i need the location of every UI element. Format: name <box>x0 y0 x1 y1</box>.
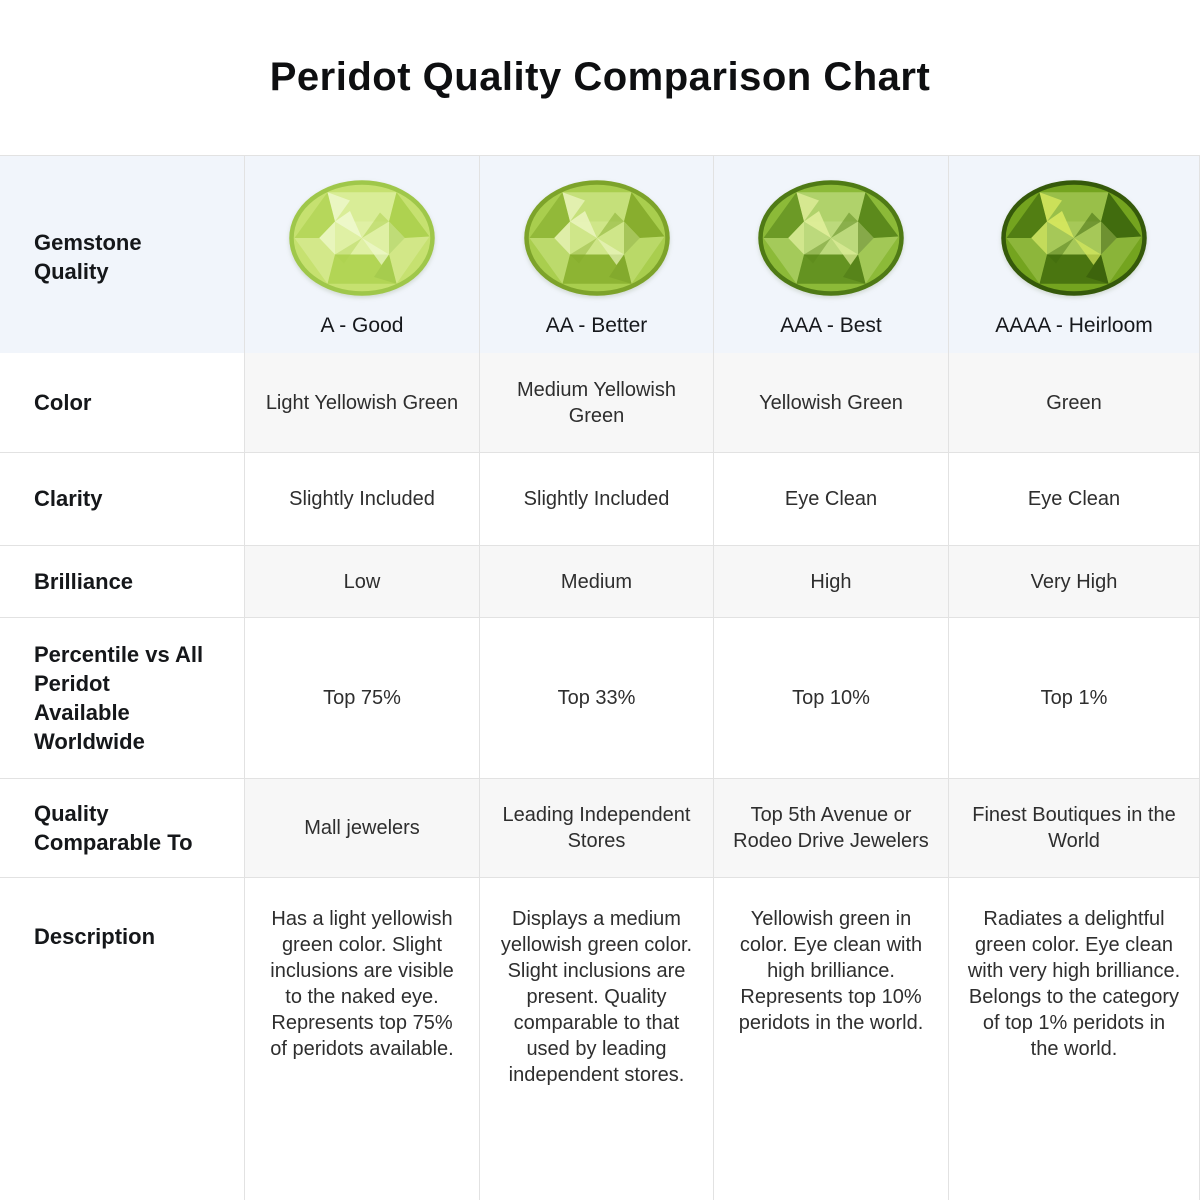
row-label-clarity: Clarity <box>0 453 245 545</box>
cell-description-aaa: Yellowish green in color. Eye clean with… <box>714 878 949 1200</box>
cell-quality-a: Mall jewelers <box>245 779 480 877</box>
grade-label: AA - Better <box>545 314 648 337</box>
grade-column-aa-better: AA - Better <box>480 156 714 358</box>
gem-image-aa-better <box>522 178 672 298</box>
cell-percentile-aaaa: Top 1% <box>949 618 1200 778</box>
grade-label: A - Good <box>320 314 404 337</box>
cell-quality-aaaa: Finest Boutiques in the World <box>949 779 1200 877</box>
grade-column-aaa-best: AAA - Best <box>714 156 949 358</box>
cell-clarity-aa: Slightly Included <box>480 453 714 545</box>
row-description: Description Has a light yellowish green … <box>0 878 1200 1200</box>
cell-description-a: Has a light yellowish green color. Sligh… <box>245 878 480 1200</box>
cell-quality-aa: Leading Independent Stores <box>480 779 714 877</box>
row-color: Color Light Yellowish Green Medium Yello… <box>0 353 1200 453</box>
row-clarity: Clarity Slightly Included Slightly Inclu… <box>0 453 1200 546</box>
cell-percentile-a: Top 75% <box>245 618 480 778</box>
cell-color-aa: Medium Yellowish Green <box>480 353 714 452</box>
cell-brilliance-aaa: High <box>714 546 949 617</box>
cell-brilliance-a: Low <box>245 546 480 617</box>
page-title: Peridot Quality Comparison Chart <box>269 55 931 99</box>
gem-image-aaa-best <box>756 178 906 298</box>
cell-clarity-aaaa: Eye Clean <box>949 453 1200 545</box>
cell-percentile-aaa: Top 10% <box>714 618 949 778</box>
grade-column-a-good: A - Good <box>245 156 480 358</box>
title-bar: Peridot Quality Comparison Chart <box>0 0 1200 155</box>
row-label-quality-comparable: Quality Comparable To <box>0 779 245 877</box>
row-label-gemstone-quality: Gemstone Quality <box>0 156 245 358</box>
row-quality-comparable: Quality Comparable To Mall jewelers Lead… <box>0 779 1200 878</box>
cell-brilliance-aaaa: Very High <box>949 546 1200 617</box>
grade-label: AAA - Best <box>780 314 882 337</box>
grade-label: AAAA - Heirloom <box>995 314 1153 337</box>
gem-image-aaaa-heirloom <box>999 178 1149 298</box>
cell-color-a: Light Yellowish Green <box>245 353 480 452</box>
row-label-percentile: Percentile vs All Peridot Available Worl… <box>0 618 245 778</box>
cell-color-aaaa: Green <box>949 353 1200 452</box>
row-percentile: Percentile vs All Peridot Available Worl… <box>0 618 1200 779</box>
cell-color-aaa: Yellowish Green <box>714 353 949 452</box>
row-label-color: Color <box>0 353 245 452</box>
gem-image-a-good <box>287 178 437 298</box>
cell-clarity-aaa: Eye Clean <box>714 453 949 545</box>
comparison-table: Gemstone Quality A - Good AA - Better AA… <box>0 155 1200 1200</box>
row-brilliance: Brilliance Low Medium High Very High <box>0 546 1200 618</box>
grade-column-aaaa-heirloom: AAAA - Heirloom <box>949 156 1200 358</box>
cell-percentile-aa: Top 33% <box>480 618 714 778</box>
cell-description-aa: Displays a medium yellowish green color.… <box>480 878 714 1200</box>
cell-brilliance-aa: Medium <box>480 546 714 617</box>
cell-quality-aaa: Top 5th Avenue or Rodeo Drive Jewelers <box>714 779 949 877</box>
cell-description-aaaa: Radiates a delightful green color. Eye c… <box>949 878 1200 1200</box>
header-row: Gemstone Quality A - Good AA - Better AA… <box>0 156 1200 358</box>
row-label-brilliance: Brilliance <box>0 546 245 617</box>
row-label-description: Description <box>0 878 245 1200</box>
cell-clarity-a: Slightly Included <box>245 453 480 545</box>
